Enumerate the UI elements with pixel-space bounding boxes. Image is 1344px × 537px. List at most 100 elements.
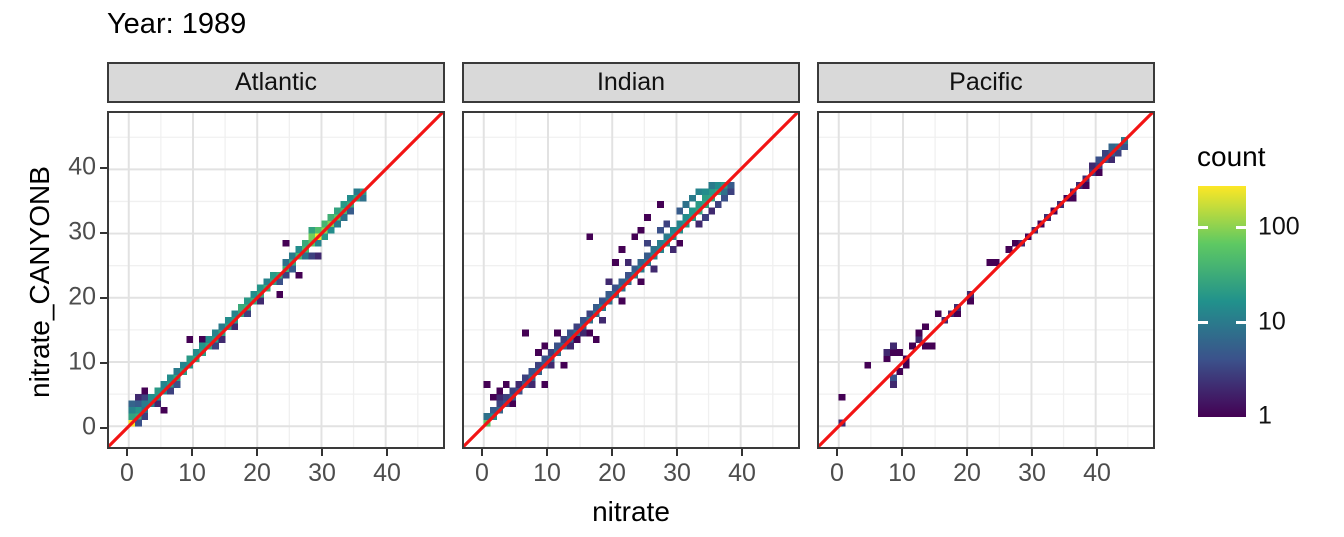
count-bin — [618, 297, 626, 305]
count-bin — [128, 400, 136, 408]
x-tick-label: 0 — [475, 459, 489, 487]
count-bin — [567, 329, 574, 337]
count-bin — [928, 342, 936, 350]
count-bin — [257, 284, 264, 292]
count-bin — [889, 348, 897, 356]
legend-tick-label: 1 — [1258, 401, 1272, 430]
count-bin — [359, 194, 367, 202]
count-bin — [289, 265, 296, 273]
count-bin — [192, 348, 200, 356]
y-tick-label: 10 — [68, 347, 96, 376]
count-bin — [541, 381, 549, 388]
count-bin — [528, 381, 536, 388]
facet-strip: Atlantic — [107, 62, 445, 103]
x-tick-label: 20 — [953, 459, 981, 487]
count-bin — [1095, 156, 1103, 164]
count-bin — [644, 214, 651, 221]
count-bin — [199, 336, 207, 343]
count-bin — [599, 297, 606, 305]
facet-indian: Indian 0 10 20 30 40 — [462, 62, 800, 492]
count-bin — [656, 239, 664, 247]
count-bin — [618, 246, 626, 254]
count-bin — [141, 413, 149, 421]
count-bin — [915, 336, 923, 343]
count-bin — [967, 297, 974, 305]
count-bin — [1011, 239, 1019, 247]
count-bin — [321, 233, 329, 241]
count-bin — [167, 374, 174, 382]
count-bin — [282, 271, 290, 279]
count-bin — [528, 368, 536, 376]
facet-strip: Pacific — [817, 62, 1155, 103]
count-bin — [308, 226, 316, 234]
count-bin — [301, 239, 309, 247]
count-bin — [496, 387, 504, 395]
count-bin — [173, 381, 181, 388]
count-bin — [141, 400, 149, 408]
count-bin — [682, 201, 690, 209]
count-bin — [701, 188, 709, 196]
count-bin — [695, 220, 703, 228]
count-bin — [509, 400, 517, 408]
count-bin — [637, 259, 645, 266]
count-bin — [327, 214, 335, 221]
count-bin — [612, 284, 619, 292]
count-bin — [922, 323, 929, 331]
x-tick-label: 30 — [663, 459, 691, 487]
count-bin — [212, 342, 219, 350]
count-bin — [547, 348, 555, 356]
x-tick-mark — [836, 449, 838, 456]
legend-title: count — [1197, 141, 1266, 172]
count-bin — [650, 265, 658, 273]
count-bin — [295, 271, 303, 279]
legend-tick-label: 10 — [1258, 307, 1286, 336]
count-bin — [708, 207, 716, 215]
count-bin — [883, 355, 891, 363]
count-bin — [656, 201, 664, 209]
count-bin — [934, 310, 942, 318]
count-bin — [624, 271, 632, 279]
legend-tick-label: 100 — [1258, 212, 1300, 241]
facet-atlantic: Atlantic 0 10 20 30 40 — [107, 62, 445, 492]
count-bin — [353, 188, 361, 196]
count-bin — [179, 361, 187, 369]
x-tick-label: 40 — [728, 459, 756, 487]
count-bin — [1108, 143, 1116, 151]
count-bin — [592, 336, 600, 343]
count-bin — [502, 381, 510, 388]
panel-plot-indian — [464, 113, 798, 447]
identity-line — [464, 113, 798, 447]
x-tick-label: 30 — [308, 459, 336, 487]
x-tick-mark — [321, 449, 323, 456]
x-tick-label: 10 — [888, 459, 916, 487]
count-bin — [714, 201, 722, 209]
legend-colorbar — [1198, 186, 1246, 417]
panel-pacific — [817, 111, 1155, 449]
count-bin — [1121, 143, 1128, 151]
plot-title: Year: 1989 — [107, 8, 247, 40]
count-bin — [624, 259, 632, 266]
facet-strip-label: Pacific — [949, 68, 1023, 96]
count-bin — [579, 329, 587, 337]
count-bin — [669, 246, 677, 254]
count-bin — [573, 323, 581, 331]
count-bin — [541, 355, 549, 363]
x-tick-mark — [901, 449, 903, 456]
count-bin — [244, 310, 251, 318]
count-bin — [340, 214, 348, 221]
y-tick-label: 0 — [82, 412, 96, 441]
count-bin — [483, 381, 491, 388]
count-bin — [986, 259, 994, 266]
x-tick-mark — [676, 449, 678, 456]
count-bin — [902, 361, 910, 369]
count-bin — [541, 342, 549, 350]
count-bin — [134, 419, 142, 427]
x-tick-mark — [386, 449, 388, 456]
count-bin — [1101, 149, 1109, 157]
x-tick-label: 40 — [373, 459, 401, 487]
count-bin — [128, 406, 136, 414]
identity-line — [109, 113, 443, 447]
count-bin — [560, 361, 568, 369]
count-bin — [186, 336, 194, 343]
